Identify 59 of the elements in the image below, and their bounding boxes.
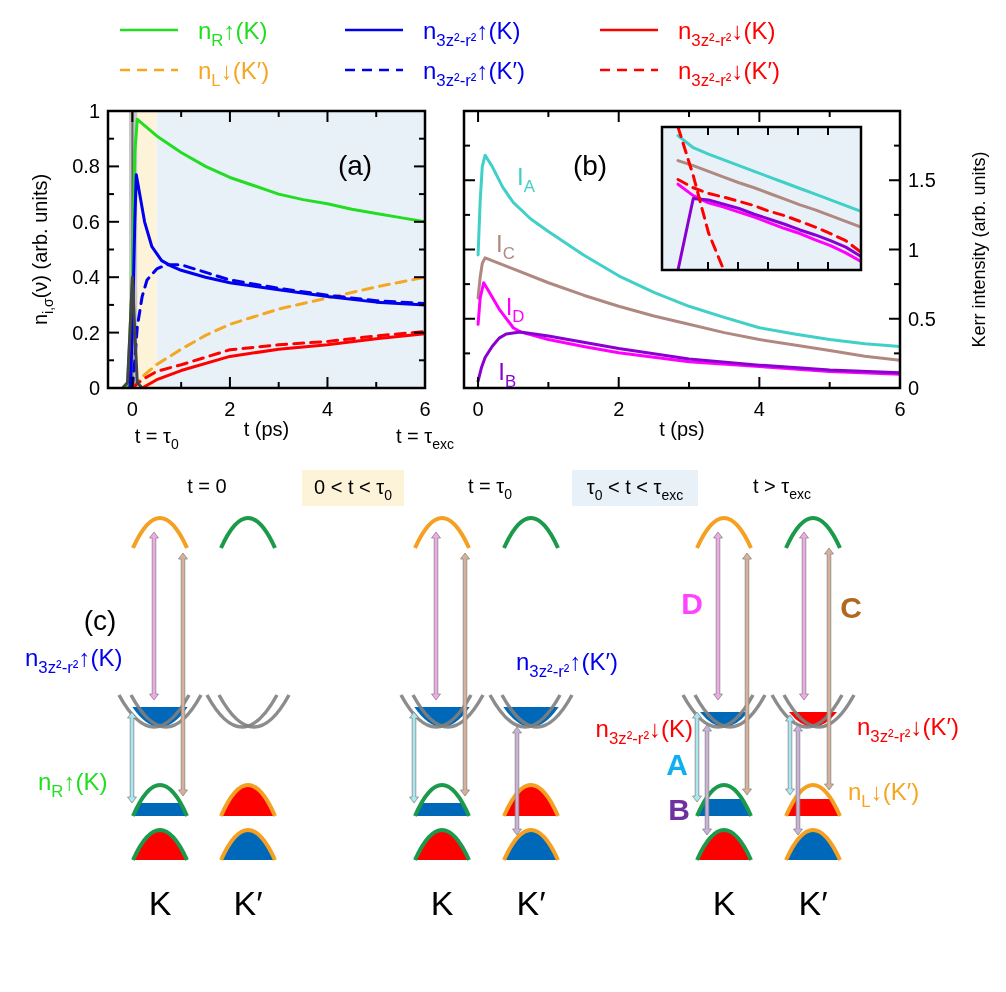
text: K′	[516, 884, 546, 922]
y-tick-label: 1	[88, 100, 100, 122]
text: C	[840, 591, 862, 624]
y-tick-label: 0.8	[72, 155, 100, 178]
series-label: I$_{C}$	[496, 229, 515, 263]
x-tick-label: 0	[126, 398, 138, 420]
legend-label: n$_{3z²-r²}$↑(K)	[423, 17, 521, 50]
text: K	[148, 884, 172, 922]
text: n$_{3z²-r²}$↑(K′)	[516, 648, 618, 681]
text: K′	[798, 884, 828, 922]
x-tick-label: 6	[419, 398, 431, 420]
text: (a)	[337, 150, 373, 181]
text: t = 0	[187, 475, 227, 497]
text: t > τ$_{exc}$	[752, 475, 812, 502]
series-label: I$_{D}$	[505, 292, 525, 326]
text: n$_{3z²-r²}$↓(K′)	[857, 713, 959, 746]
legend-label: n$_{3z²-r²}$↓(K)	[678, 17, 776, 50]
y2-tick-label: 0.5	[908, 307, 936, 330]
text: 0 < t < τ$_{0}$	[314, 476, 393, 503]
y2-tick-label: 1	[908, 238, 920, 261]
text: A	[666, 748, 688, 781]
text: (c)	[83, 605, 117, 636]
y-tick-label: 0.2	[72, 321, 100, 344]
y2-tick-label: 1.5	[908, 169, 936, 192]
x-tick-label: 6	[894, 398, 906, 420]
y-tick-label: 0.4	[72, 266, 100, 289]
x-axis-title: t (ps)	[659, 418, 705, 440]
text: n$_{3z²-r²}$↓(K)	[595, 715, 693, 748]
y-tick-label: 0	[88, 377, 100, 399]
x-axis-title: t (ps)	[243, 418, 290, 440]
line-series	[476, 153, 900, 348]
y2-axis-title: Kerr intensity (arb. units)	[969, 151, 989, 348]
legend-label: n$_{L}$↓(K′)	[198, 57, 270, 90]
legend-label: n$_{3z²-r²}$↑(K′)	[423, 57, 525, 90]
x-tick-label: 2	[224, 398, 236, 420]
x-tick-label: 2	[613, 398, 625, 420]
text: D	[681, 587, 703, 620]
legend-label: n$_{R}$↑(K)	[198, 17, 268, 50]
text: K′	[233, 884, 263, 922]
text: K	[712, 884, 736, 922]
annotation: t = τ$_{exc}$	[395, 425, 455, 452]
x-tick-label: 4	[753, 398, 765, 420]
x-tick-label: 4	[321, 398, 334, 420]
text: K	[430, 884, 454, 922]
text: B	[668, 793, 690, 826]
text: n$_{L}$↓(K′)	[848, 778, 920, 811]
line-series	[121, 275, 144, 388]
legend-label: n$_{3z²-r²}$↓(K′)	[678, 57, 780, 90]
x-tick-label: 0	[472, 398, 484, 420]
text: t = τ$_{0}$	[467, 475, 513, 502]
text: (b)	[572, 150, 608, 181]
text: n$_{3z²-r²}$↑(K)	[25, 644, 123, 677]
text: τ$_{0}$ < t < τ$_{exc}$	[586, 476, 684, 503]
y-tick-label: 0.6	[72, 210, 100, 233]
annotation: t = τ$_{0}$	[134, 425, 179, 452]
y2-tick-label: 0	[908, 377, 920, 399]
series-label: I$_{A}$	[517, 163, 536, 197]
text: n$_{R}$↑(K)	[38, 768, 108, 801]
series-label: I$_{B}$	[498, 357, 517, 391]
